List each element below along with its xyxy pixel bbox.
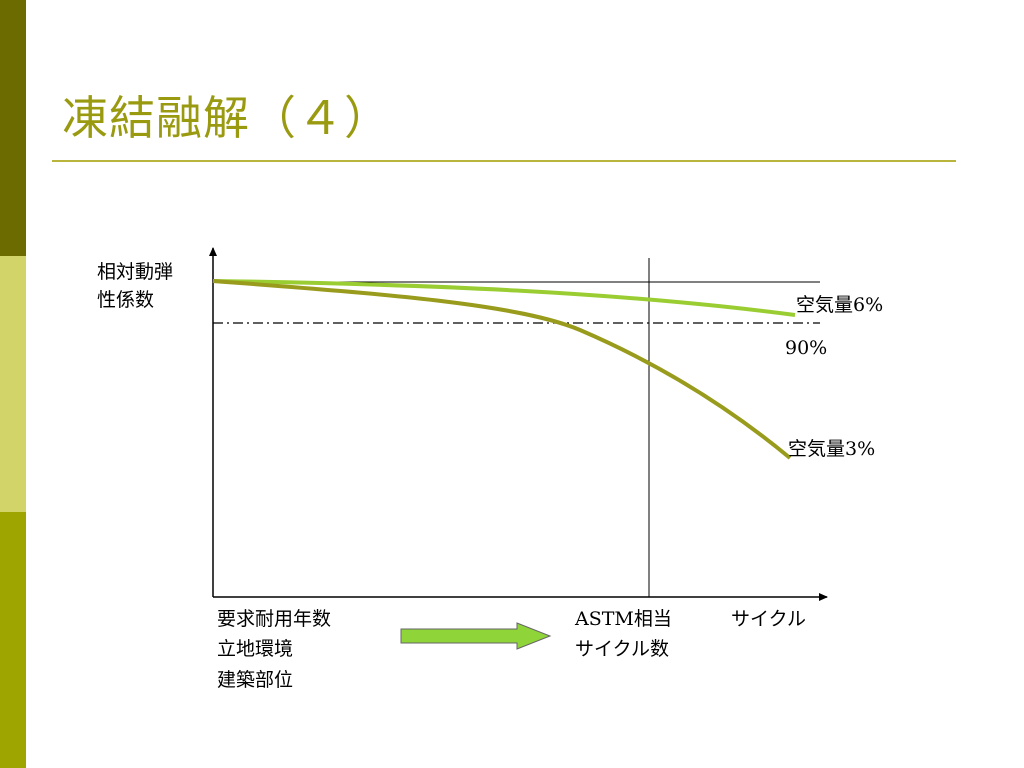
curve-air-3 bbox=[212, 279, 792, 460]
curve-low-label-value: 3% bbox=[845, 438, 876, 460]
sidebar-stripe-middle bbox=[0, 256, 26, 512]
block-arrow bbox=[400, 622, 552, 650]
curve-low-label-prefix: 空気量 bbox=[788, 438, 846, 460]
sidebar-stripe-bottom bbox=[0, 512, 26, 768]
y-axis-label-line1: 相対動弾 bbox=[97, 261, 174, 283]
left-note-line2: 立地環境 bbox=[217, 638, 294, 660]
curve-high-label: 空気量6% bbox=[796, 290, 883, 320]
threshold-label: 90% bbox=[785, 337, 828, 359]
curve-high-label-value: 6% bbox=[853, 294, 884, 316]
y-axis-label-line2: 性係数 bbox=[97, 289, 155, 311]
left-note-line1: 要求耐用年数 bbox=[217, 608, 332, 630]
left-note-line3: 建築部位 bbox=[217, 669, 294, 691]
astm-note-jp: 相当 bbox=[633, 608, 672, 630]
astm-note-line1: ASTM相当 bbox=[575, 604, 672, 634]
curve-air-6 bbox=[212, 279, 796, 317]
curve-low-label: 空気量3% bbox=[788, 434, 875, 464]
curve-high-label-prefix: 空気量 bbox=[796, 294, 854, 316]
astm-note-latin: ASTM bbox=[575, 608, 634, 630]
sidebar-stripe-top bbox=[0, 0, 26, 256]
slide-title: 凍結融解（４） bbox=[62, 91, 391, 145]
astm-note-line2: サイクル数 bbox=[575, 638, 670, 660]
title-divider bbox=[52, 160, 956, 162]
x-axis-label: サイクル bbox=[731, 608, 807, 630]
